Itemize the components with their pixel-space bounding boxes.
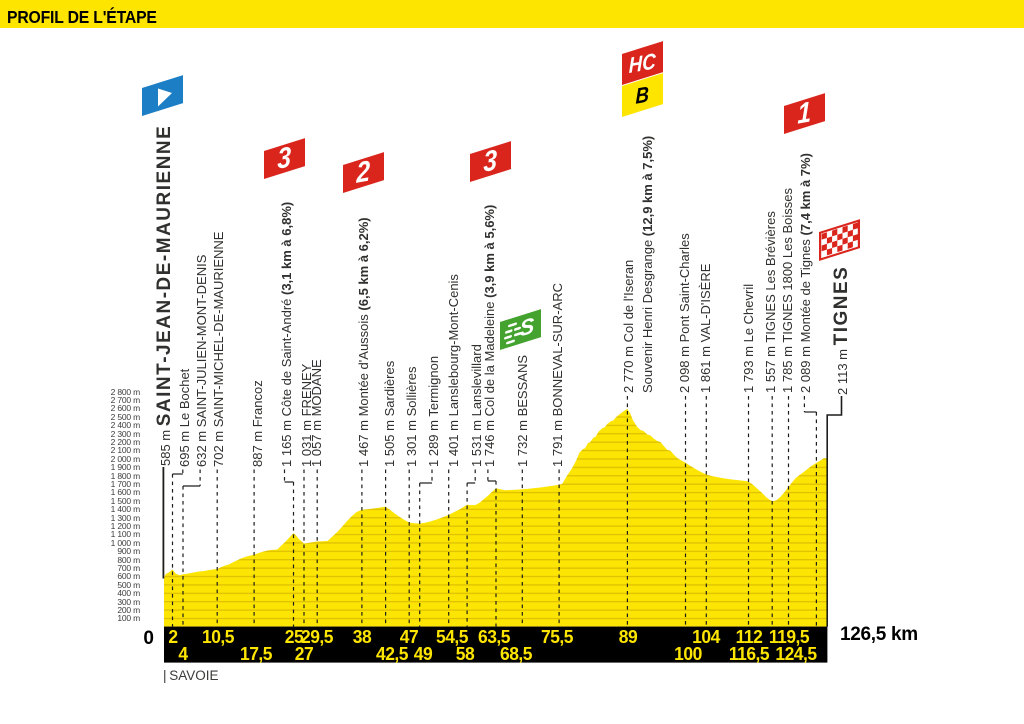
svg-text:S: S (519, 313, 534, 342)
